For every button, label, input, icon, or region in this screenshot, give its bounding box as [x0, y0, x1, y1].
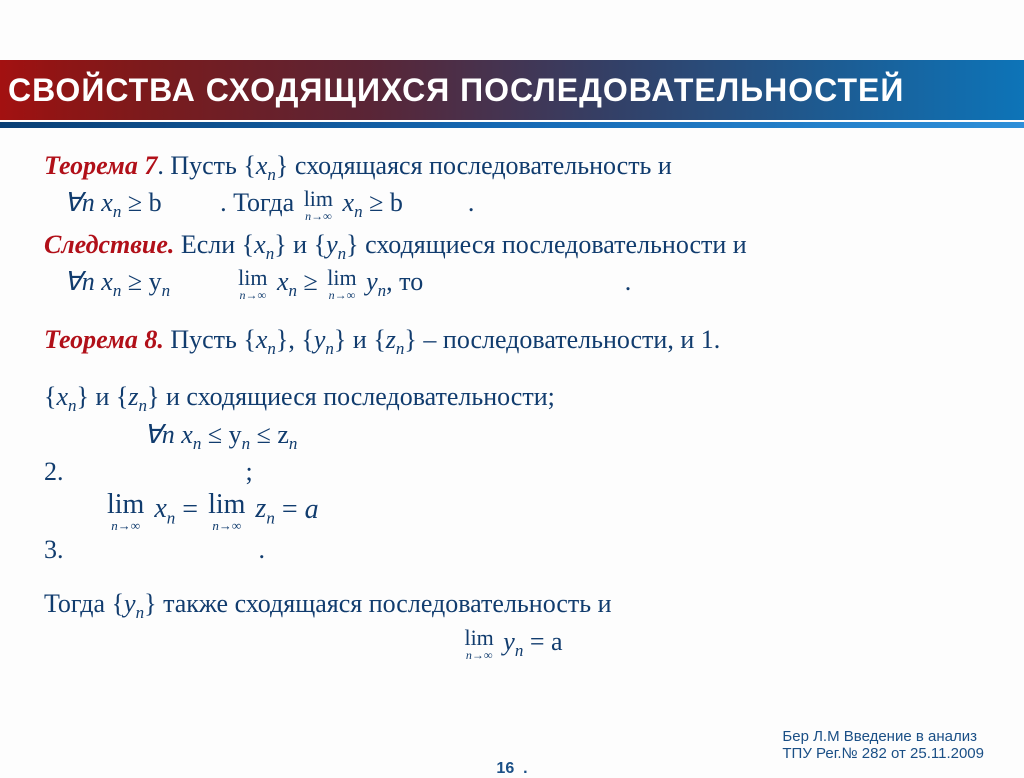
lim-y2: lim n→∞ [464, 627, 493, 661]
lim-expr: lim n→∞ [304, 188, 333, 222]
theorem8-item3-eq: lim n→∞ xn = lim n→∞ zn = a [44, 491, 980, 532]
slide-body: Теорема 7. Пусть {xn} сходящаяся последо… [44, 148, 980, 663]
theorem8-item2: 2. ; [44, 456, 980, 489]
theorem8-item1: {xn} и {zn} и сходящиеся последовательно… [44, 381, 980, 416]
page-number: 16 . [0, 760, 1024, 778]
lim-x2: lim n→∞ [107, 491, 144, 532]
theorem7-label: Теорема 7 [44, 151, 157, 180]
theorem8-label: Теорема 8. [44, 325, 164, 354]
lim-y: lim n→∞ [327, 267, 356, 301]
theorem8-conclusion: Тогда {yn} также сходящаяся последовател… [44, 588, 980, 623]
theorem7-line: Теорема 7. Пусть {xn} сходящаяся последо… [44, 150, 980, 185]
theorem8-item2-cond: ∀n xn ≤ yn ≤ zn [44, 419, 980, 454]
corollary-line: Следствие. Если {xn} и {yn} сходящиеся п… [44, 229, 980, 264]
theorem8-item3: 3. . [44, 534, 980, 567]
footer-citation: Бер Л.М Введение в анализ ТПУ Рег.№ 282 … [782, 728, 984, 763]
theorem8-line: Теорема 8. Пусть {xn}, {yn} и {zn} – пос… [44, 324, 980, 359]
lim-x: lim n→∞ [238, 267, 267, 301]
slide-title: СВОЙСТВА СХОДЯЩИХСЯ ПОСЛЕДОВАТЕЛЬНОСТЕЙ [8, 72, 904, 109]
theorem7-formula: ∀n xn ≥ b . Тогда lim n→∞ xn ≥ b . [44, 187, 980, 222]
corollary-label: Следствие. [44, 230, 174, 259]
lim-z2: lim n→∞ [208, 491, 245, 532]
title-banner: СВОЙСТВА СХОДЯЩИХСЯ ПОСЛЕДОВАТЕЛЬНОСТЕЙ [0, 60, 1024, 120]
corollary-formula: ∀n xn ≥ yn lim n→∞ xn ≥ lim n→∞ yn, то . [44, 266, 980, 301]
theorem8-conc-eq: lim n→∞ yn = a [44, 626, 980, 661]
accent-divider [0, 122, 1024, 128]
